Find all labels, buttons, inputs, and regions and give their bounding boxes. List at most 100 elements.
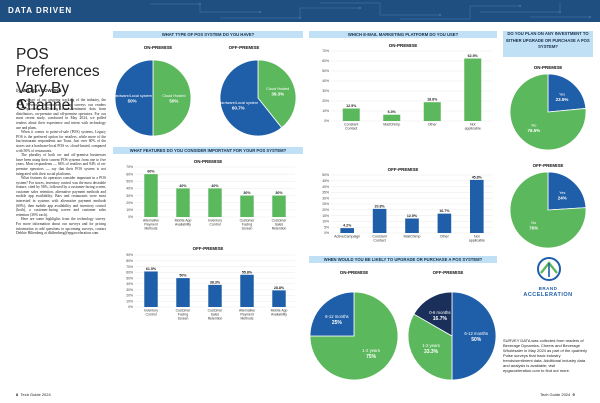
category-label: Not [470,123,476,127]
tick-label: 10% [126,208,133,212]
slice-value: 24% [558,195,567,200]
category-label: Retention [208,316,223,320]
tick-label: 5% [324,225,329,229]
email-on-title: ON-PREMISE [388,43,418,48]
category-label: ActiveCampaign [334,235,360,239]
pie-slice [219,59,283,137]
section-label: DATA DRIVEN [8,6,73,15]
bar [372,208,387,233]
category-label: Inventory [208,219,222,223]
when-off-title: OFF-PREMISE [432,270,464,275]
data-label: 40% [179,184,187,188]
pie-slice [547,73,587,113]
slice-value: 76.5% [528,128,541,133]
data-label: 20.8% [374,204,385,208]
data-label: 30% [275,191,283,195]
category-label: Contact [345,127,357,131]
tick-label: 20% [322,99,329,103]
category-label: Retention [272,226,287,230]
data-label: 12.5% [346,104,357,108]
pie-slice [152,59,192,137]
data-label: 38.3% [210,280,221,284]
tick-label: 10% [126,299,133,303]
slice-value: 39.3% [271,92,284,97]
data-label: 18.8% [427,98,438,102]
features-on-title: ON-PREMISE [193,159,223,164]
page-number-right: 9 [572,392,575,397]
pie-slice [114,59,154,137]
category-label: MailChimp [383,123,400,127]
paragraph: When it comes to point-of-sale (POS) sys… [16,130,106,153]
data-label: 62.5% [468,54,479,58]
section-pos-type: WHAT TYPE OF POS SYSTEM DO YOU HAVE? [113,31,303,38]
bar [208,188,222,217]
footer-right-name: Tech Guide 2024 [540,392,571,397]
tick-label: 10% [322,220,329,224]
tick-label: 70% [126,165,133,169]
tick-label: 0% [324,119,329,123]
tick-label: 30% [126,288,133,292]
bar [437,213,452,233]
category-label: Screen [178,316,189,320]
bar [469,179,484,233]
pie-slice [547,171,587,211]
pos-on-title: ON-PREMISE [143,45,173,50]
category-label: Customer [176,309,192,313]
category-label: Screen [242,226,253,230]
tick-label: 50% [322,173,329,177]
slice-value: 50% [169,99,178,104]
features-off-title: OFF-PREMISE [192,246,224,251]
bar [342,108,360,121]
bar [464,58,482,121]
category-label: Contact [373,239,385,243]
features-on-chart: 0% 10% 20% 30% 40% 50% 60% 70% 60% AlternativePay… [126,165,295,230]
category-label: Sales [211,312,220,316]
category-label: Payment [144,222,157,226]
bar [423,102,441,121]
slice-value: 33.3% [424,349,439,355]
bar [340,228,355,233]
category-label: Control [210,222,221,226]
section-features: WHAT FEATURES DO YOU CONSIDER IMPORTANT … [113,147,303,154]
tick-label: 15% [322,214,329,218]
tick-label: 40% [126,187,133,191]
slice-value: 16.7% [433,316,448,322]
tick-label: 60% [126,172,133,176]
pie-slice [509,171,587,249]
data-label: 61.5% [146,267,157,271]
category-label: Payment [240,312,253,316]
bar [240,274,254,307]
bar [272,290,286,307]
category-label: Availability [175,222,191,226]
email-off-title: OFF-PREMISE [387,167,419,172]
invest-on-title: ON-PREMISE [533,65,563,70]
email-off-chart: 0% 5%10% 15% 20% 25% 30%35% 40% 45% 50% 4.2% Activ… [322,173,493,243]
slice-value: 76% [529,226,538,231]
tick-label: 60% [322,59,329,63]
tick-label: 50% [322,69,329,73]
drop-cap: A [16,98,26,111]
slice-label: 6-12 months [464,331,488,336]
category-label: MailChimp [404,235,421,239]
bar [240,195,254,217]
brand-line1: BRAND [538,286,558,291]
tick-label: 0% [128,305,133,309]
category-label: Alternative [239,309,255,313]
pie-slice [509,73,587,151]
category-label: Methods [240,316,253,320]
tick-label: 40% [322,79,329,83]
slice-label: No [531,221,536,225]
slice-label: 0-6 months [429,310,450,315]
category-label: Customer [272,219,288,223]
bar-chart-features-off: 0%10%20%30%40%50%60%70%80%90%61.5%Invent… [126,253,295,320]
bar [208,284,222,307]
slice-label: 1-2 years [362,348,380,353]
pie-slice [413,291,453,337]
